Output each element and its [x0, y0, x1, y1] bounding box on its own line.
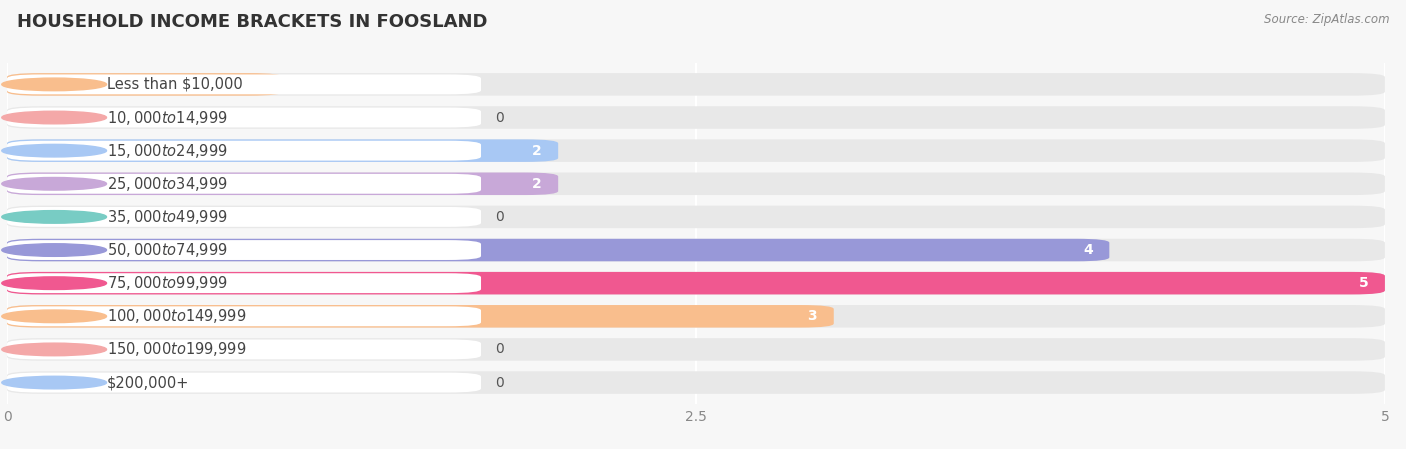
FancyBboxPatch shape: [7, 339, 481, 359]
Text: $150,000 to $199,999: $150,000 to $199,999: [107, 340, 246, 358]
FancyBboxPatch shape: [7, 239, 1109, 261]
FancyBboxPatch shape: [7, 75, 481, 94]
FancyBboxPatch shape: [7, 106, 1385, 129]
FancyBboxPatch shape: [7, 172, 1385, 195]
Text: 2: 2: [531, 144, 541, 158]
Text: $25,000 to $34,999: $25,000 to $34,999: [107, 175, 228, 193]
Text: 0: 0: [495, 110, 503, 124]
Text: 1: 1: [256, 77, 266, 92]
Text: $100,000 to $149,999: $100,000 to $149,999: [107, 307, 246, 326]
FancyBboxPatch shape: [7, 373, 481, 392]
Text: 5: 5: [1358, 276, 1368, 290]
FancyBboxPatch shape: [7, 206, 1385, 228]
FancyBboxPatch shape: [7, 273, 481, 293]
FancyBboxPatch shape: [7, 371, 1385, 394]
FancyBboxPatch shape: [7, 338, 1385, 361]
Circle shape: [1, 244, 107, 256]
Text: $50,000 to $74,999: $50,000 to $74,999: [107, 241, 228, 259]
Text: 2: 2: [531, 177, 541, 191]
Text: Less than $10,000: Less than $10,000: [107, 77, 242, 92]
Circle shape: [1, 343, 107, 356]
FancyBboxPatch shape: [7, 174, 481, 194]
FancyBboxPatch shape: [7, 73, 1385, 96]
FancyBboxPatch shape: [7, 73, 283, 96]
Circle shape: [1, 211, 107, 223]
FancyBboxPatch shape: [7, 141, 481, 161]
Text: $35,000 to $49,999: $35,000 to $49,999: [107, 208, 228, 226]
Text: Source: ZipAtlas.com: Source: ZipAtlas.com: [1264, 13, 1389, 26]
Text: 0: 0: [495, 343, 503, 357]
Text: $200,000+: $200,000+: [107, 375, 188, 390]
Circle shape: [1, 177, 107, 190]
FancyBboxPatch shape: [7, 207, 481, 227]
Circle shape: [1, 111, 107, 124]
Text: 4: 4: [1083, 243, 1092, 257]
Text: 0: 0: [495, 375, 503, 390]
Circle shape: [1, 277, 107, 290]
Text: $10,000 to $14,999: $10,000 to $14,999: [107, 109, 228, 127]
Circle shape: [1, 145, 107, 157]
Circle shape: [1, 310, 107, 322]
FancyBboxPatch shape: [7, 108, 481, 128]
FancyBboxPatch shape: [7, 139, 558, 162]
FancyBboxPatch shape: [7, 239, 1385, 261]
Text: $75,000 to $99,999: $75,000 to $99,999: [107, 274, 228, 292]
Text: 0: 0: [495, 210, 503, 224]
FancyBboxPatch shape: [7, 305, 834, 328]
Text: 3: 3: [807, 309, 817, 323]
FancyBboxPatch shape: [7, 305, 1385, 328]
Text: HOUSEHOLD INCOME BRACKETS IN FOOSLAND: HOUSEHOLD INCOME BRACKETS IN FOOSLAND: [17, 13, 488, 31]
FancyBboxPatch shape: [7, 139, 1385, 162]
FancyBboxPatch shape: [7, 172, 558, 195]
Text: $15,000 to $24,999: $15,000 to $24,999: [107, 141, 228, 160]
FancyBboxPatch shape: [7, 306, 481, 326]
FancyBboxPatch shape: [7, 272, 1385, 295]
Circle shape: [1, 376, 107, 389]
FancyBboxPatch shape: [7, 272, 1385, 295]
Circle shape: [1, 78, 107, 91]
FancyBboxPatch shape: [7, 240, 481, 260]
